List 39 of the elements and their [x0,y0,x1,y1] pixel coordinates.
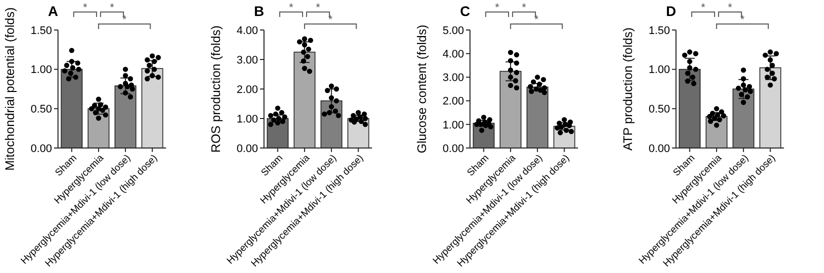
y-tick-label: 0.00 [648,142,670,155]
y-tick-label: 0.50 [648,104,670,116]
y-tick-label: 0.00 [442,142,464,155]
text: * [522,2,527,14]
chart-title: D [666,3,676,19]
y-tick-label: 0.50 [30,104,52,116]
chart-title: C [460,3,470,19]
y-axis-title: Glucose content (folds) [415,24,429,154]
y-tick-label: 2.00 [442,96,464,108]
y-axis-title: ATP production (folds) [621,27,635,151]
y-tick-label: 0.00 [236,142,258,155]
text: * [316,2,321,14]
y-axis-title: Mitochondrial potential (folds) [3,7,17,171]
y-tick-label: 3.00 [236,54,258,66]
text: * [328,14,334,26]
y-tick-label: 1.00 [442,119,464,132]
chart-title: A [48,3,58,19]
text: * [122,14,128,26]
y-tick-label: 4.00 [442,48,464,60]
text: * [534,14,540,26]
y-tick-label: 2.00 [236,84,258,96]
text: * [728,2,733,14]
y-tick-label: 1.00 [30,64,52,76]
y-tick-label: 1.00 [648,64,670,76]
y-tick-label: 0.00 [30,142,52,155]
y-tick-label: 1.00 [236,113,258,126]
y-tick-label: 5.00 [442,24,464,37]
text: * [700,2,706,14]
text: * [494,2,500,14]
text: * [82,2,88,14]
y-tick-label: 4.00 [236,24,258,37]
text: * [288,2,294,14]
text: * [740,14,746,26]
chart-title: B [254,3,264,19]
text: * [110,2,115,14]
y-tick-label: 1.50 [30,24,52,37]
y-tick-label: 3.00 [442,72,464,84]
y-tick-label: 1.50 [648,24,670,37]
y-axis-title: ROS production (folds) [209,25,223,153]
